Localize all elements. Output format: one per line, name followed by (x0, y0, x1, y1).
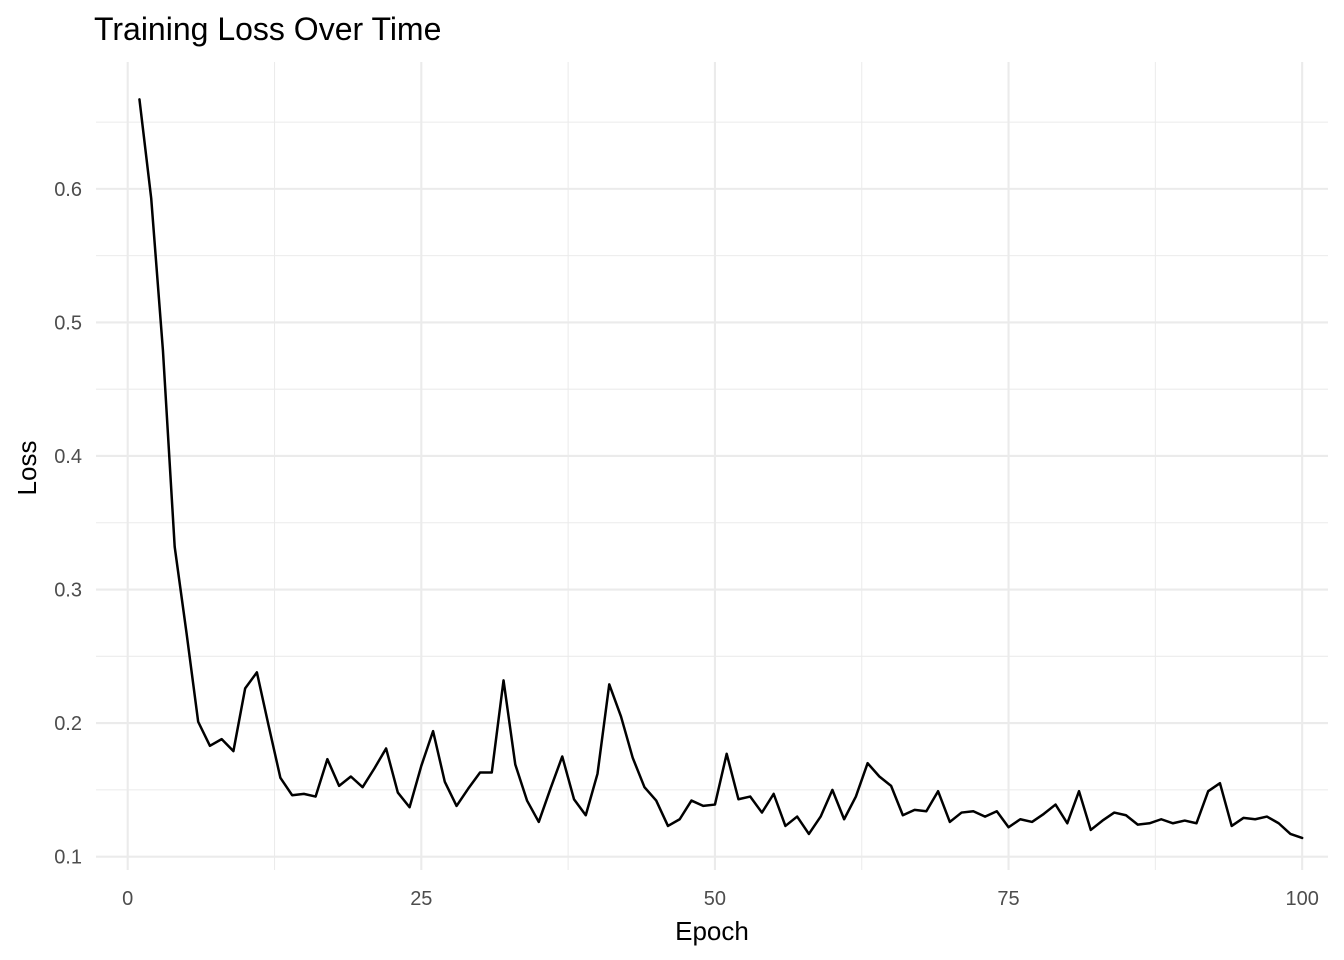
x-tick-label: 75 (997, 888, 1019, 910)
x-tick-label: 50 (704, 888, 726, 910)
x-axis-title: Epoch (675, 916, 749, 946)
y-tick-label: 0.4 (54, 446, 82, 468)
x-tick-label: 25 (410, 888, 432, 910)
tick-labels: 0.1 0.2 0.3 0.4 0.5 0.6 0 25 50 75 100 (54, 179, 1319, 910)
x-tick-label: 100 (1285, 888, 1318, 910)
y-tick-label: 0.6 (54, 179, 82, 201)
y-tick-label: 0.2 (54, 713, 82, 735)
series-layer (138, 98, 1304, 840)
y-axis-title: Loss (12, 441, 42, 496)
y-tick-label: 0.5 (54, 312, 82, 334)
x-tick-label: 0 (122, 888, 133, 910)
chart-title: Training Loss Over Time (94, 11, 441, 47)
y-tick-label: 0.3 (54, 580, 82, 602)
loss-series-line (138, 98, 1304, 840)
y-tick-label: 0.1 (54, 847, 82, 869)
grid-lines (96, 62, 1328, 870)
